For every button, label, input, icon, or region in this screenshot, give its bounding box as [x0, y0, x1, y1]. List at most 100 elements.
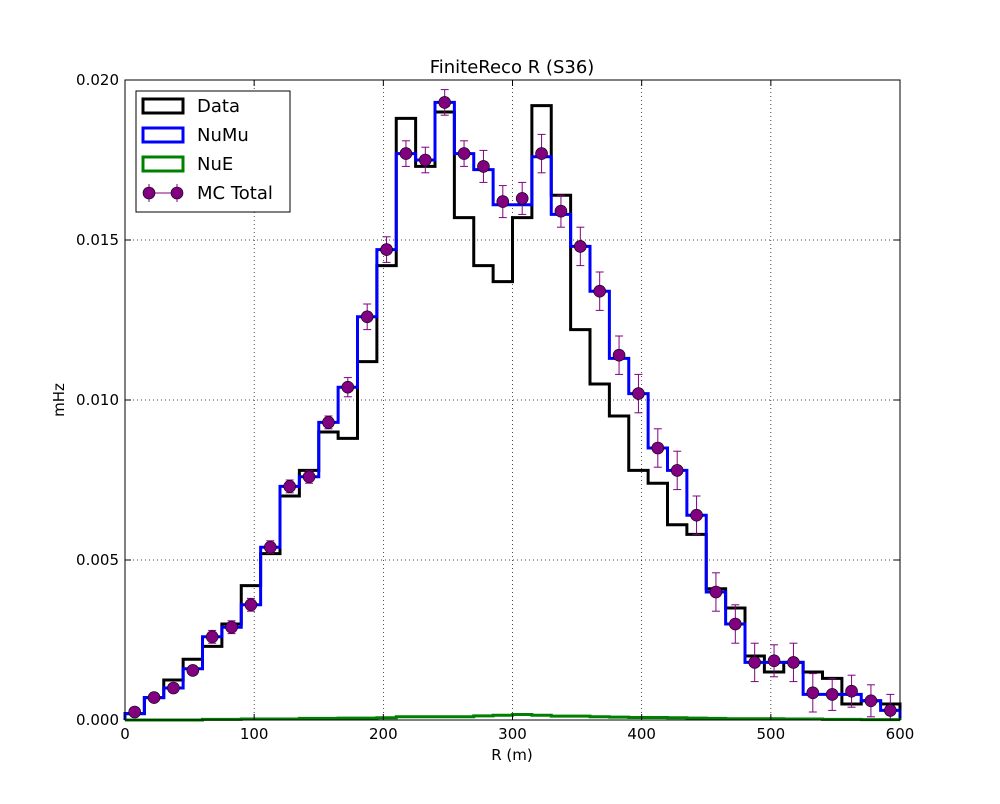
- mc-total-marker: [225, 620, 238, 634]
- mc-total-point: [729, 604, 742, 644]
- y-tick-label: 0.020: [76, 71, 119, 89]
- mc-total-point: [767, 644, 781, 678]
- mc-total-marker: [322, 416, 335, 429]
- mc-total-point: [322, 415, 335, 430]
- mc-total-marker: [612, 348, 626, 362]
- mc-total-marker: [651, 441, 665, 455]
- mc-total-point: [787, 642, 800, 683]
- mc-total-marker: [787, 656, 800, 669]
- y-axis-label: mHz: [50, 383, 68, 417]
- mc-total-point: [515, 181, 529, 215]
- mc-total-marker: [632, 387, 645, 400]
- x-tick-label: 0: [120, 725, 130, 743]
- mc-total-point: [554, 194, 568, 228]
- legend-frame: [135, 90, 291, 213]
- mc-total-marker: [380, 243, 393, 256]
- mc-total-point: [477, 149, 490, 183]
- mc-total-marker: [167, 681, 180, 695]
- mc-total-marker: [128, 705, 141, 719]
- mc-total-marker: [399, 147, 413, 160]
- legend-label-data: Data: [197, 96, 240, 117]
- mc-total-point: [457, 140, 471, 167]
- legend-swatch-numu: [141, 126, 185, 144]
- mc-total-marker: [477, 160, 490, 173]
- mc-total-point: [496, 185, 510, 219]
- chart-title: FiniteReco R (S36): [430, 57, 595, 78]
- mc-total-marker: [302, 470, 316, 484]
- mc-total-marker: [244, 598, 258, 612]
- mc-total-point: [186, 664, 200, 677]
- mc-total-point: [825, 677, 839, 711]
- mc-total-marker: [593, 284, 606, 298]
- mc-total-point: [593, 271, 606, 311]
- mc-total-point: [864, 684, 878, 718]
- mc-total-point: [574, 226, 587, 267]
- mc-total-marker: [283, 480, 296, 493]
- mc-total-marker: [205, 630, 219, 644]
- mc-total-marker: [438, 96, 451, 109]
- legend-label-mc-total: MC Total: [197, 183, 273, 204]
- y-tick-label: 0.015: [76, 231, 119, 249]
- mc-total-marker: [264, 540, 277, 554]
- mc-total-marker: [806, 686, 820, 700]
- mc-total-marker: [496, 195, 510, 208]
- mc-total-marker: [535, 147, 548, 160]
- x-tick-label: 400: [627, 725, 656, 743]
- legend-label-nue: NuE: [197, 154, 233, 175]
- mc-total-point: [302, 469, 316, 484]
- mc-total-point: [205, 629, 219, 644]
- mc-total-marker: [419, 153, 432, 167]
- x-tick-label: 200: [369, 725, 398, 743]
- mc-total-point: [612, 335, 626, 375]
- legend-marker-mc-total: [170, 186, 184, 200]
- mc-total-marker: [884, 704, 897, 717]
- mc-total-point: [264, 540, 277, 555]
- mc-total-point: [632, 373, 645, 414]
- x-axis-label: R (m): [491, 746, 533, 764]
- legend-swatch-data: [141, 97, 185, 115]
- mc-total-marker: [729, 617, 742, 631]
- mc-total-point: [748, 642, 761, 683]
- mc-total-marker: [748, 656, 761, 669]
- y-tick-label: 0.005: [76, 551, 119, 569]
- mc-total-marker: [515, 192, 529, 205]
- series-layer: [123, 89, 902, 722]
- mc-total-point: [709, 572, 723, 612]
- mc-total-marker: [186, 664, 200, 677]
- legend-label-numu: NuMu: [197, 125, 249, 146]
- mc-total-point: [283, 479, 296, 494]
- mc-total-point: [399, 140, 413, 167]
- mc-total-marker: [845, 684, 858, 698]
- mc-total-point: [419, 146, 432, 174]
- mc-total-point: [670, 450, 684, 491]
- legend-swatch-nue: [141, 155, 185, 173]
- mc-total-point: [651, 428, 665, 468]
- mc-total-marker: [147, 691, 161, 704]
- y-tick-label: 0.010: [76, 391, 119, 409]
- mc-total-point: [225, 620, 238, 635]
- mc-total-marker: [670, 464, 684, 477]
- mc-total-marker: [690, 508, 703, 522]
- x-tick-label: 600: [886, 725, 915, 743]
- mc-total-marker: [709, 585, 723, 599]
- mc-total-point: [535, 133, 548, 174]
- mc-total-marker: [457, 147, 471, 160]
- grid-layer: [125, 80, 900, 720]
- mc-total-marker: [864, 694, 878, 708]
- series-nue-step: [125, 713, 902, 722]
- mc-total-marker: [341, 380, 355, 394]
- x-tick-label: 100: [240, 725, 269, 743]
- mc-total-marker: [825, 688, 839, 701]
- mc-total-point: [438, 89, 451, 116]
- legend-marker-mc-total: [142, 186, 156, 200]
- mc-total-point: [806, 673, 820, 713]
- mc-total-marker: [554, 204, 568, 218]
- series-numu-step: [123, 100, 902, 720]
- tick-layer: 0 100 200 300 400 500 600 0.000 0.005 0.010 0.015 0…: [76, 71, 914, 743]
- mc-total-point: [128, 705, 141, 719]
- legend: Data NuMu NuE MC Total: [135, 90, 291, 213]
- mc-total-marker: [574, 240, 587, 253]
- mc-total-point: [341, 377, 355, 398]
